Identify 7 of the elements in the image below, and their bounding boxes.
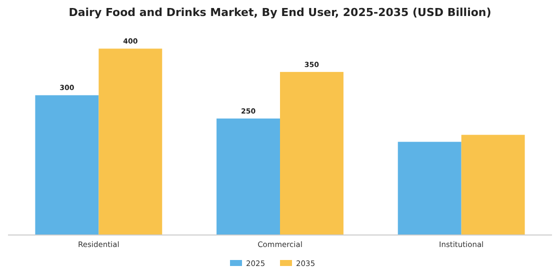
bar <box>98 48 162 235</box>
bar <box>35 95 99 235</box>
bar <box>216 118 280 235</box>
bar <box>461 134 525 235</box>
chart-title: Dairy Food and Drinks Market, By End User, 2025-2035 (USD Billion) <box>68 6 492 19</box>
bar <box>280 72 344 235</box>
bar <box>398 142 462 235</box>
